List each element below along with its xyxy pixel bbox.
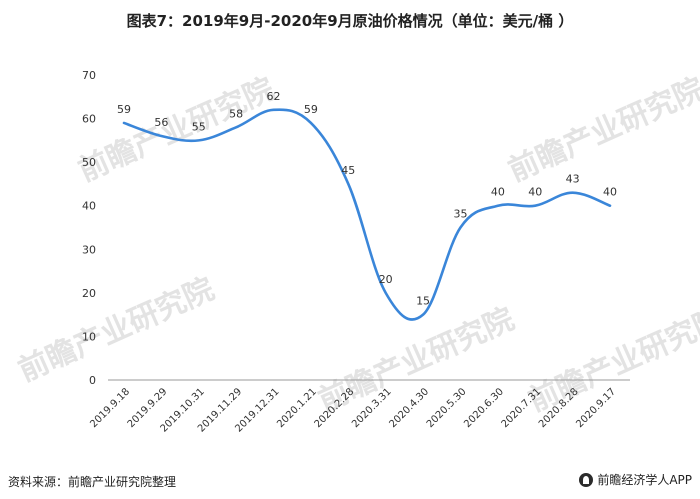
- brand: 前瞻经济学人APP: [579, 471, 692, 488]
- data-label: 40: [603, 186, 617, 199]
- y-tick-label: 10: [82, 330, 96, 343]
- brand-logo-icon: [579, 472, 594, 487]
- data-label: 43: [566, 173, 580, 186]
- x-axis-ticks: 2019.9.182019.9.292019.10.312019.11.2920…: [88, 386, 618, 434]
- data-label: 40: [528, 186, 542, 199]
- brand-name: 前瞻经济学人APP: [597, 473, 692, 487]
- y-tick-label: 0: [89, 374, 96, 387]
- series-group: [122, 108, 612, 321]
- data-label: 59: [304, 103, 318, 116]
- y-tick-label: 20: [82, 287, 96, 300]
- series-line: [122, 108, 612, 321]
- data-label: 35: [453, 208, 467, 221]
- y-tick-label: 70: [82, 69, 96, 82]
- y-axis-ticks: 0 10 20 30 40 50 60 70: [82, 69, 96, 387]
- data-label: 20: [379, 273, 393, 286]
- data-label: 45: [341, 164, 355, 177]
- y-tick-label: 60: [82, 113, 96, 126]
- y-tick-label: 30: [82, 243, 96, 256]
- source-note: 资料来源：前瞻产业研究院整理: [8, 475, 177, 489]
- y-tick-label: 40: [82, 200, 96, 213]
- data-label: 40: [491, 186, 505, 199]
- data-label: 15: [416, 295, 430, 308]
- data-label: 58: [229, 107, 243, 120]
- data-label: 55: [192, 120, 206, 133]
- x-tick-label: 2020.9.17: [574, 386, 618, 430]
- data-label: 56: [154, 116, 168, 129]
- chart-title: 图表7：2019年9月-2020年9月原油价格情况（单位：美元/桶 ）: [126, 12, 574, 30]
- data-label: 62: [267, 90, 281, 103]
- y-tick-label: 50: [82, 156, 96, 169]
- data-label: 59: [117, 103, 131, 116]
- data-labels: 59 56 55 58 62 59 45 20 15 35 40 40 43 40: [117, 90, 617, 308]
